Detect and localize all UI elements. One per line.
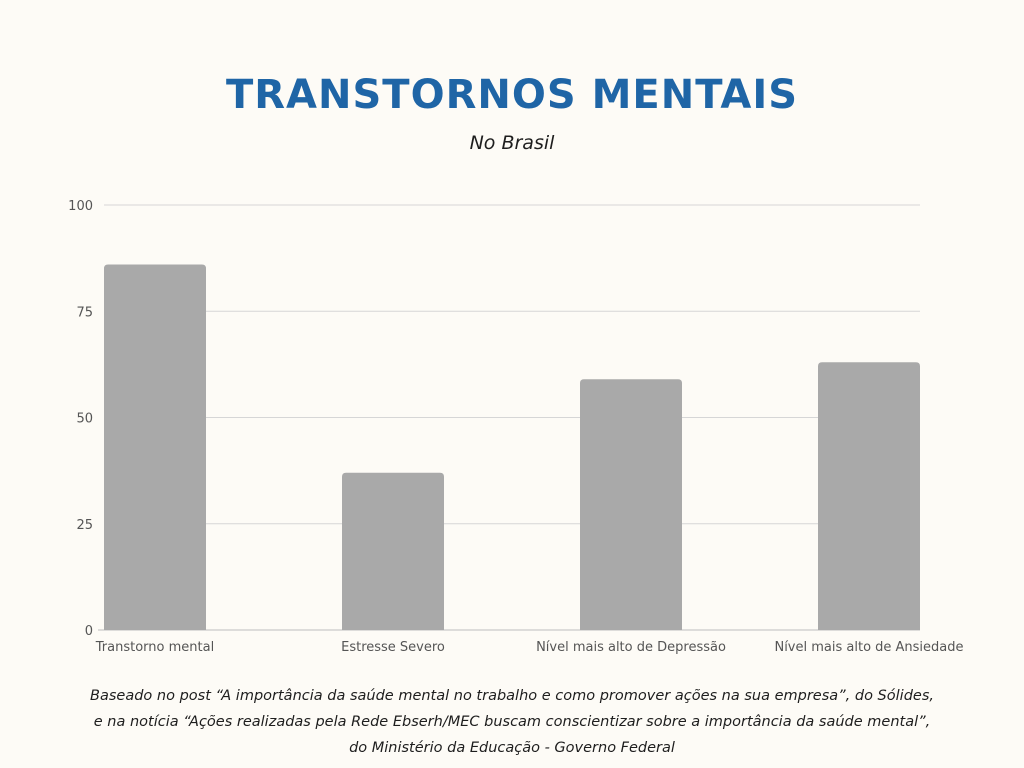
y-tick-label: 75 (76, 305, 93, 320)
source-footnote: Baseado no post “A importância da saúde … (20, 683, 1004, 761)
chart-title: TRANSTORNOS MENTAIS (225, 72, 799, 118)
footnote-line-2: e na notícia “Ações realizadas pela Rede… (93, 714, 931, 730)
bar-3[interactable] (818, 362, 920, 630)
bar-1[interactable] (342, 472, 444, 630)
y-axis-ticks: 0 25 50 75 100 (68, 199, 93, 639)
chart-subtitle: No Brasil (469, 132, 555, 154)
x-tick-label: Transtorno mental (95, 640, 214, 655)
bar-0[interactable] (104, 264, 206, 631)
x-tick-label: Nível mais alto de Depressão (536, 640, 726, 655)
x-tick-label: Estresse Severo (341, 640, 445, 655)
bar-chart: 0 25 50 75 100 Transtorno mental Estresse Sev… (68, 199, 964, 655)
x-axis-ticks: Transtorno mental Estresse Severo Nível ma… (95, 640, 964, 655)
y-tick-label: 50 (76, 412, 93, 427)
x-tick-label: Nível mais alto de Ansiedade (774, 640, 963, 655)
y-tick-label: 0 (85, 624, 93, 639)
y-tick-label: 100 (68, 199, 93, 214)
bar-2[interactable] (580, 379, 682, 630)
y-tick-label: 25 (76, 518, 93, 533)
gridlines (98, 204, 920, 631)
bars (104, 264, 920, 631)
footnote-line-3: do Ministério da Educação - Governo Fede… (349, 740, 675, 756)
footnote-line-1: Baseado no post “A importância da saúde … (90, 688, 934, 704)
